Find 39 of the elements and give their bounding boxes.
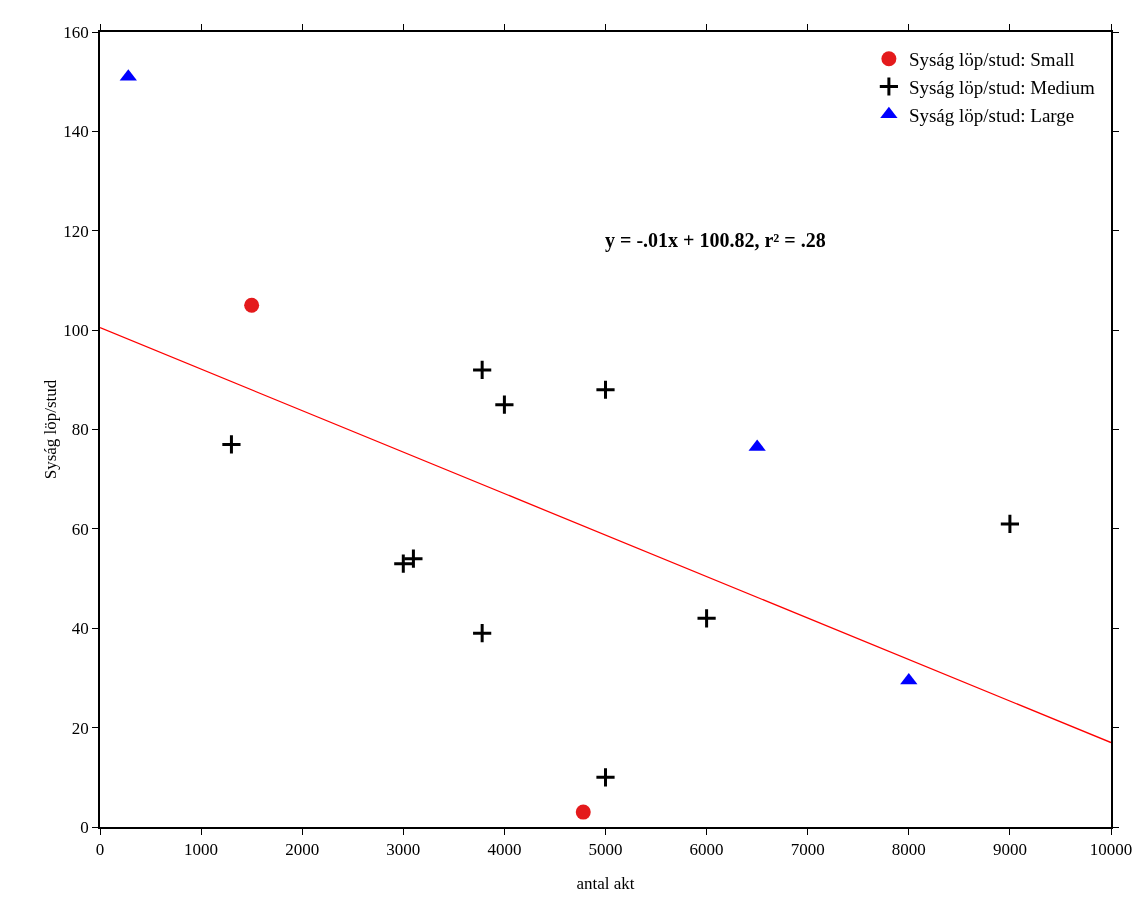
x-tick-label: 3000 xyxy=(386,840,421,860)
x-tick-label: 4000 xyxy=(487,840,522,860)
x-tick-label: 2000 xyxy=(285,840,320,860)
x-tick-label: 0 xyxy=(95,840,105,860)
point xyxy=(244,297,260,313)
point xyxy=(471,359,493,381)
y-tick-label: 80 xyxy=(71,420,89,440)
legend-label: Syság löp/stud: Medium xyxy=(908,76,1095,98)
legend-label: Syság löp/stud: Small xyxy=(908,49,1075,71)
legend-label: Syság löp/stud: Large xyxy=(908,104,1075,126)
y-tick-label: 20 xyxy=(71,718,89,738)
y-tick-label: 100 xyxy=(63,321,89,341)
x-tick-label: 6000 xyxy=(689,840,724,860)
point xyxy=(999,513,1021,535)
point xyxy=(594,379,617,401)
point xyxy=(575,804,591,820)
y-tick-label: 60 xyxy=(71,519,89,539)
point xyxy=(594,766,617,788)
y-tick-label: 0 xyxy=(80,817,89,837)
y-axis-title: Syság löp/stud xyxy=(40,379,60,480)
x-tick-label: 5000 xyxy=(588,840,623,860)
point xyxy=(493,394,515,416)
x-tick-label: 7000 xyxy=(790,840,825,860)
point xyxy=(220,433,243,456)
x-tick-label: 1000 xyxy=(184,840,219,860)
y-tick-label: 40 xyxy=(71,619,89,639)
y-tick-label: 140 xyxy=(63,122,89,142)
x-tick-label: 8000 xyxy=(891,840,926,860)
x-axis-title: antal akt xyxy=(576,873,635,893)
point xyxy=(402,548,425,570)
point xyxy=(900,672,918,685)
point xyxy=(696,607,718,629)
x-tick-label: 10000 xyxy=(1089,840,1133,860)
y-tick-label: 120 xyxy=(63,221,89,241)
y-tick-label: 160 xyxy=(63,22,89,42)
annotation: y = -.01x + 100.82, r² = .28 xyxy=(605,229,826,252)
point xyxy=(392,553,414,575)
point xyxy=(471,622,493,644)
x-tick-label: 9000 xyxy=(992,840,1027,860)
